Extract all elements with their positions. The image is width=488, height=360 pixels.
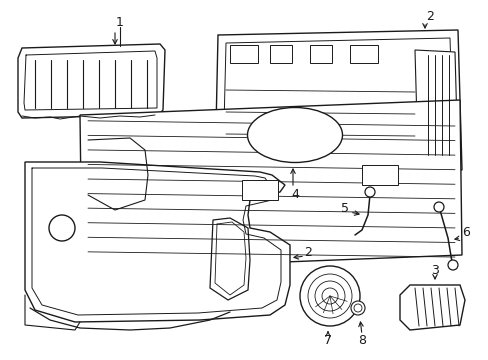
Polygon shape: [18, 44, 164, 118]
Polygon shape: [209, 218, 249, 300]
Circle shape: [447, 260, 457, 270]
Text: 3: 3: [430, 264, 438, 276]
Polygon shape: [399, 285, 464, 330]
Text: 8: 8: [357, 333, 365, 346]
Text: 7: 7: [324, 333, 331, 346]
Polygon shape: [309, 45, 331, 63]
Polygon shape: [80, 100, 461, 270]
Text: 4: 4: [290, 189, 298, 202]
Polygon shape: [269, 45, 291, 63]
Text: 2: 2: [425, 10, 433, 23]
Circle shape: [350, 301, 364, 315]
Text: 1: 1: [116, 15, 123, 28]
Circle shape: [433, 202, 443, 212]
Circle shape: [49, 215, 75, 241]
Text: 5: 5: [340, 202, 348, 215]
Text: 2: 2: [304, 246, 311, 258]
Polygon shape: [215, 30, 461, 175]
FancyBboxPatch shape: [242, 180, 278, 200]
Polygon shape: [223, 38, 453, 167]
Text: 6: 6: [461, 225, 469, 238]
Polygon shape: [349, 45, 377, 63]
Ellipse shape: [247, 108, 342, 162]
Polygon shape: [25, 162, 289, 322]
Circle shape: [299, 266, 359, 326]
Polygon shape: [229, 45, 258, 63]
FancyBboxPatch shape: [361, 165, 397, 185]
Circle shape: [364, 187, 374, 197]
Polygon shape: [414, 50, 457, 162]
